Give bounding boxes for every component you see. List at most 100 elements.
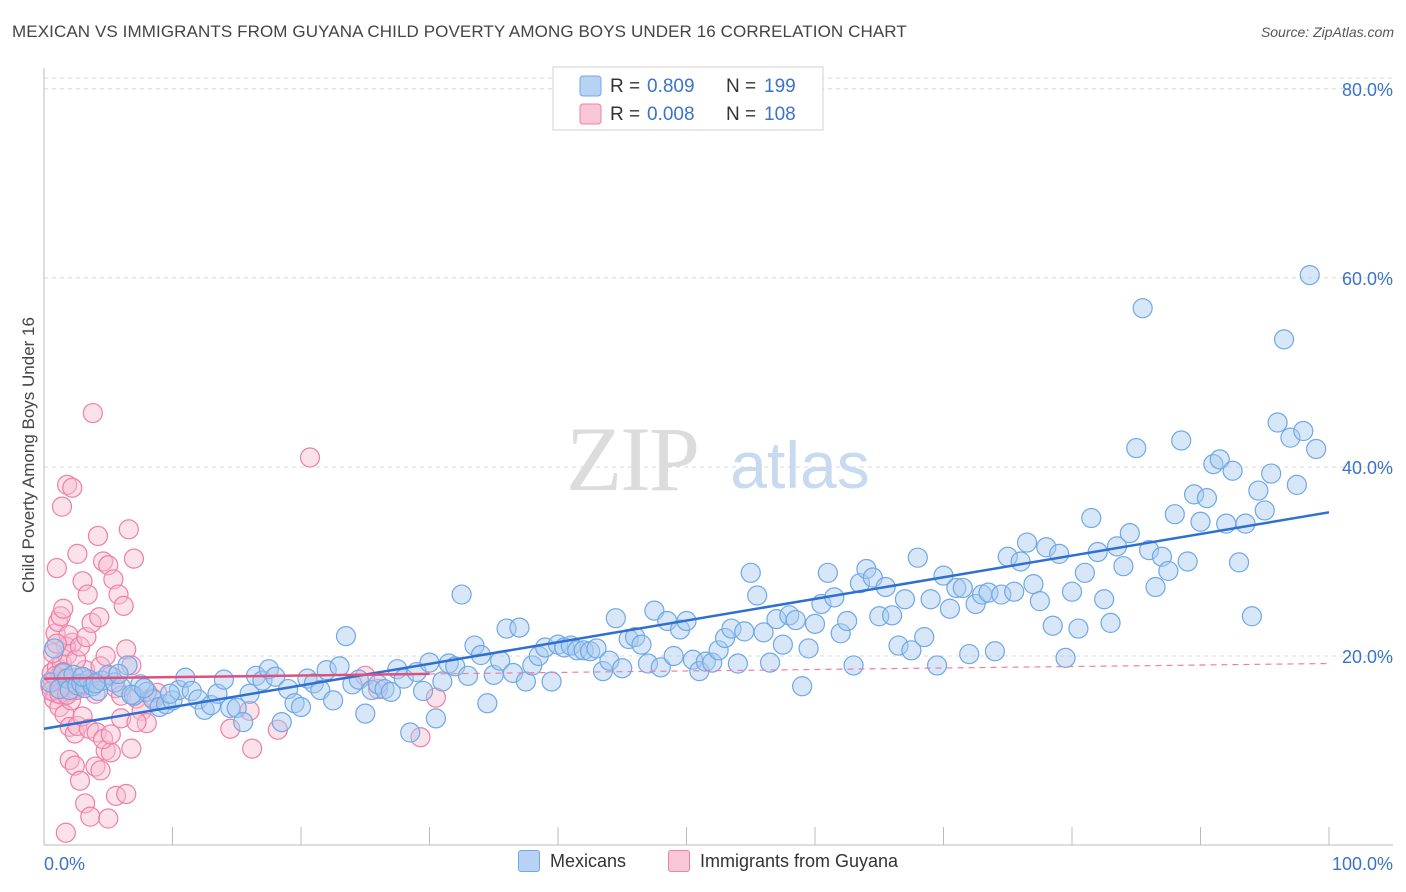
legend-swatch-mexicans (579, 75, 602, 97)
data-point (87, 680, 109, 702)
data-point (881, 605, 903, 626)
watermark-atlas: atlas (730, 428, 869, 502)
data-point (69, 770, 91, 791)
data-point (1042, 615, 1063, 636)
data-point (1010, 551, 1031, 572)
data-point (220, 718, 241, 739)
chart-title: MEXICAN VS IMMIGRANTS FROM GUYANA CHILD … (12, 22, 907, 41)
data-point (785, 609, 806, 631)
data-point (727, 653, 749, 674)
y-tick-label: 60.0% (1342, 269, 1393, 289)
data-point (1190, 511, 1211, 532)
data-point (1273, 329, 1295, 350)
data-point (734, 621, 755, 642)
data-point (239, 700, 260, 721)
data-point (355, 703, 376, 724)
data-point (772, 634, 793, 655)
data-point (612, 658, 633, 679)
data-point (792, 676, 813, 697)
data-point (116, 639, 137, 660)
data-point (412, 680, 434, 702)
data-point (1222, 460, 1243, 481)
data-point (46, 557, 67, 579)
data-point (1177, 551, 1198, 572)
data-point (457, 665, 479, 686)
data-point (113, 595, 134, 616)
data-point (284, 693, 305, 714)
data-point (53, 598, 74, 619)
data-point (1248, 480, 1269, 501)
data-point (830, 623, 851, 644)
legend-item-mexicans[interactable]: Mexicans (518, 850, 626, 872)
data-point (1267, 412, 1288, 433)
data-point (67, 543, 88, 565)
data-point (952, 577, 973, 599)
data-point (1016, 532, 1038, 553)
data-point (82, 402, 103, 424)
data-point (400, 722, 421, 743)
legend-item-guyana[interactable]: Immigrants from Guyana (668, 850, 898, 872)
data-point (1036, 537, 1057, 558)
data-point (682, 649, 704, 670)
trendlines (43, 511, 1330, 730)
data-point (1100, 612, 1121, 633)
data-point (1254, 500, 1275, 521)
data-point (753, 622, 774, 643)
data-point (663, 645, 684, 667)
data-point (118, 519, 139, 540)
legend-r-label-1: R = (610, 76, 640, 97)
legend-r-value-1: 0.809 (647, 76, 695, 97)
data-point (123, 548, 145, 569)
data-point (95, 645, 116, 667)
data-point (50, 606, 71, 627)
y-tick-label: 40.0% (1342, 458, 1393, 478)
data-point (1241, 606, 1263, 627)
data-point (1293, 420, 1314, 442)
data-point (1113, 556, 1134, 577)
data-point (134, 678, 155, 699)
data-point (1138, 540, 1160, 561)
legend-n-label-1: N = (726, 76, 756, 97)
x-tick-labels: 0.0% 100.0% (44, 854, 1393, 874)
data-point (605, 608, 626, 629)
data-point (1068, 618, 1089, 639)
data-point (599, 650, 620, 671)
data-point (837, 610, 858, 632)
data-point (410, 727, 431, 748)
data-point (98, 808, 119, 829)
data-point (1094, 589, 1115, 610)
x-tick-label: 100.0% (1332, 854, 1393, 874)
data-point (907, 547, 928, 568)
legend-n-value-2: 108 (764, 104, 796, 125)
data-point (103, 569, 124, 590)
legend-swatch-mexicans (518, 850, 540, 872)
data-point (914, 626, 935, 648)
data-point (1049, 543, 1070, 565)
data-point (708, 640, 729, 661)
data-point (335, 626, 357, 647)
data-point (740, 562, 761, 583)
data-point (55, 822, 76, 843)
series-mexicans (40, 264, 1327, 743)
data-point (1171, 430, 1192, 451)
data-point (75, 793, 96, 814)
data-point (920, 589, 941, 610)
data-point (1164, 504, 1185, 525)
y-tick-labels: 20.0% 40.0% 60.0% 80.0% (1342, 80, 1393, 667)
legend-r-label-2: R = (610, 104, 640, 125)
data-point (77, 584, 98, 605)
data-point (702, 652, 723, 673)
data-point (1029, 591, 1050, 612)
data-point (368, 678, 389, 700)
legend-n-label-2: N = (726, 104, 756, 125)
data-point (1081, 507, 1102, 529)
data-point (586, 638, 607, 659)
data-point (747, 585, 768, 606)
data-point (1074, 562, 1095, 583)
data-point (843, 655, 864, 676)
data-point (1209, 449, 1230, 470)
data-point (721, 618, 742, 639)
data-point (1061, 581, 1083, 602)
data-point (121, 684, 142, 705)
